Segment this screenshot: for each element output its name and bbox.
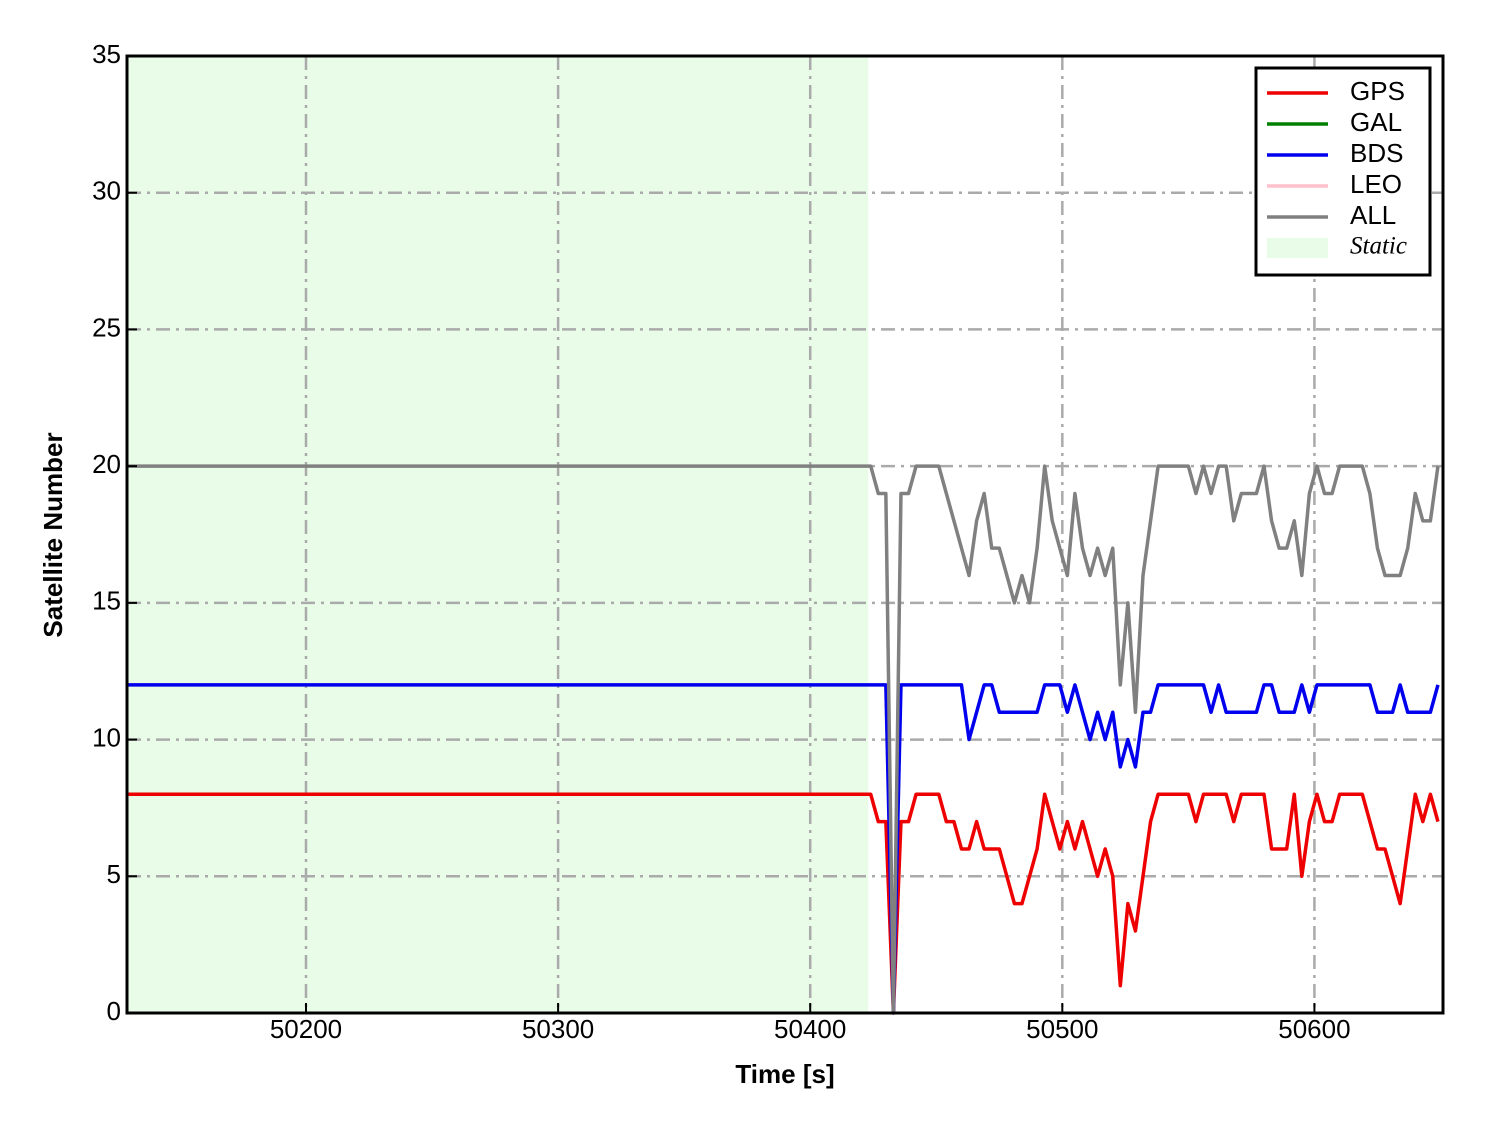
legend-label: LEO	[1350, 169, 1402, 199]
legend-label: BDS	[1350, 138, 1403, 168]
legend-label: GAL	[1350, 107, 1402, 137]
x-axis-label: Time [s]	[735, 1059, 834, 1089]
y-tick-label: 10	[92, 722, 121, 752]
series-line	[127, 792, 1440, 1015]
x-tick-label: 50200	[270, 1014, 342, 1044]
x-tick-label: 50600	[1278, 1014, 1350, 1044]
legend-label: ALL	[1350, 200, 1396, 230]
legend-label: Static	[1350, 233, 1407, 260]
y-tick-label: 30	[92, 176, 121, 206]
y-tick-label: 25	[92, 312, 121, 342]
static-region	[127, 56, 869, 1013]
y-axis-label: Satellite Number	[38, 432, 68, 637]
series-line	[127, 464, 1440, 1015]
line-layer	[127, 464, 1440, 1015]
y-tick-label: 20	[92, 449, 121, 479]
x-tick-label: 50400	[774, 1014, 846, 1044]
plot-frame	[125, 54, 1445, 1015]
legend-swatch	[1267, 238, 1328, 258]
legend-label: GPS	[1350, 76, 1405, 106]
y-tick-label: 0	[107, 996, 121, 1026]
y-tick-label: 15	[92, 586, 121, 616]
x-tick-label: 50500	[1026, 1014, 1098, 1044]
x-tick-label: 50300	[522, 1014, 594, 1044]
y-tick-label: 5	[107, 859, 121, 889]
background-layer	[127, 54, 1443, 1015]
series-line	[127, 683, 1440, 1015]
y-tick-label: 35	[92, 39, 121, 69]
